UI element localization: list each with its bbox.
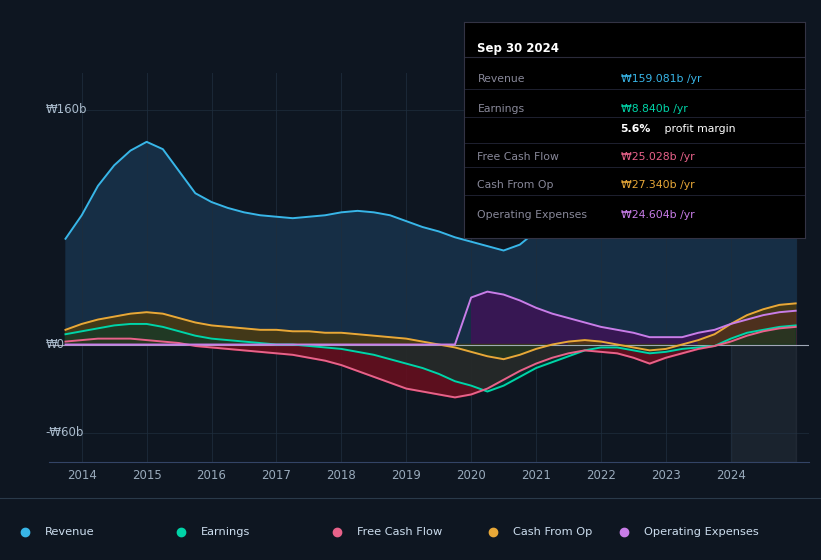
Text: Operating Expenses: Operating Expenses [478, 210, 588, 220]
Text: ₩25.028b /yr: ₩25.028b /yr [621, 152, 695, 162]
Text: profit margin: profit margin [662, 124, 736, 134]
Text: ₩0: ₩0 [45, 338, 65, 351]
Text: Revenue: Revenue [478, 74, 525, 84]
Text: ₩27.340b /yr: ₩27.340b /yr [621, 180, 695, 190]
Text: Operating Expenses: Operating Expenses [644, 527, 759, 537]
Text: ₩159.081b /yr: ₩159.081b /yr [621, 74, 701, 84]
Text: Earnings: Earnings [201, 527, 250, 537]
Text: Revenue: Revenue [45, 527, 94, 537]
Text: Free Cash Flow: Free Cash Flow [357, 527, 443, 537]
Text: ₩160b: ₩160b [45, 103, 87, 116]
Text: Cash From Op: Cash From Op [513, 527, 593, 537]
Text: ₩24.604b /yr: ₩24.604b /yr [621, 210, 695, 220]
Text: Earnings: Earnings [478, 104, 525, 114]
Text: Free Cash Flow: Free Cash Flow [478, 152, 559, 162]
Text: Cash From Op: Cash From Op [478, 180, 554, 190]
Text: -₩60b: -₩60b [45, 426, 84, 439]
Text: Sep 30 2024: Sep 30 2024 [478, 42, 559, 55]
Text: ₩8.840b /yr: ₩8.840b /yr [621, 104, 687, 114]
Text: 5.6%: 5.6% [621, 124, 651, 134]
